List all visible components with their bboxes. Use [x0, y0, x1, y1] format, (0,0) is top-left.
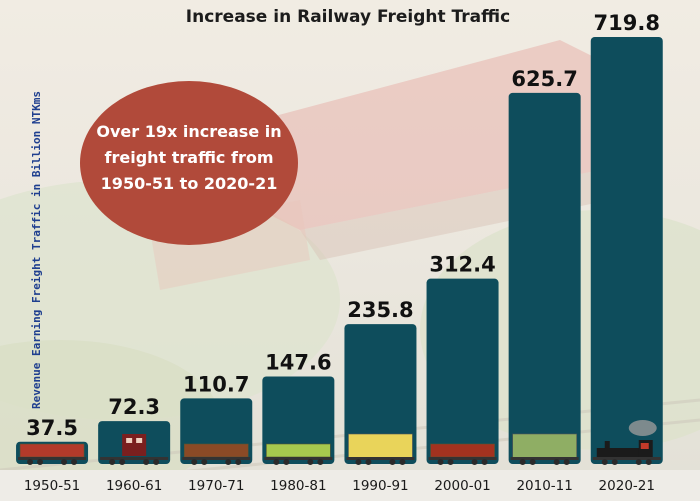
- annotation-line-1: Over 19x increase in: [96, 122, 281, 141]
- green-boxcar-icon: [510, 433, 579, 465]
- chart-title: Increase in Railway Freight Traffic: [186, 7, 510, 27]
- maroon-wagon-icon: [100, 434, 169, 465]
- bar-1980-81: [262, 376, 335, 464]
- x-tick-2020-21: 2020-21: [599, 478, 655, 494]
- annotation-circle: [80, 81, 298, 245]
- yellow-boxcar-icon: [346, 433, 415, 465]
- annotation-callout: Over 19x increase in freight traffic fro…: [80, 81, 298, 245]
- data-label-1970-71: 110.7: [183, 372, 249, 396]
- data-label-2020-21: 719.8: [594, 11, 660, 35]
- wagon-icons: [18, 420, 661, 465]
- data-label-1950-51: 37.5: [26, 416, 78, 440]
- data-label-1960-61: 72.3: [108, 395, 160, 419]
- data-label-1980-81: 147.6: [265, 350, 331, 374]
- x-tick-1950-51: 1950-51: [24, 478, 80, 494]
- data-label-1990-91: 235.8: [347, 298, 413, 322]
- bar-2020-21: [590, 37, 663, 464]
- x-tick-1970-71: 1970-71: [188, 478, 244, 494]
- bar-1990-91: [344, 324, 417, 464]
- steam-locomotive-icon: [592, 420, 661, 465]
- green-flat-wagon-icon: [264, 443, 333, 465]
- x-tick-1980-81: 1980-81: [270, 478, 326, 494]
- x-axis-ticks: 1950-51 1960-61 1970-71 1980-81 1990-91 2000-…: [24, 478, 655, 494]
- x-tick-1960-61: 1960-61: [106, 478, 162, 494]
- brown-open-wagon-icon: [182, 443, 251, 465]
- bar-2000-01: [426, 278, 499, 464]
- annotation-line-2: freight traffic from: [105, 148, 274, 167]
- data-labels: 37.5 72.3 110.7 147.6 235.8 312.4 625.7 719.8: [26, 11, 660, 440]
- x-tick-2000-01: 2000-01: [434, 478, 490, 494]
- red-flat-wagon-icon: [428, 443, 497, 465]
- x-tick-1990-91: 1990-91: [352, 478, 408, 494]
- annotation-line-3: 1950-51 to 2020-21: [101, 174, 278, 193]
- x-tick-2010-11: 2010-11: [516, 478, 572, 494]
- bar-2010-11: [508, 92, 581, 465]
- data-label-2010-11: 625.7: [511, 67, 577, 91]
- y-axis-label: Revenue Earning Freight Traffic in Billi…: [30, 91, 43, 409]
- red-wagon-icon: [18, 443, 87, 465]
- data-label-2000-01: 312.4: [429, 253, 495, 277]
